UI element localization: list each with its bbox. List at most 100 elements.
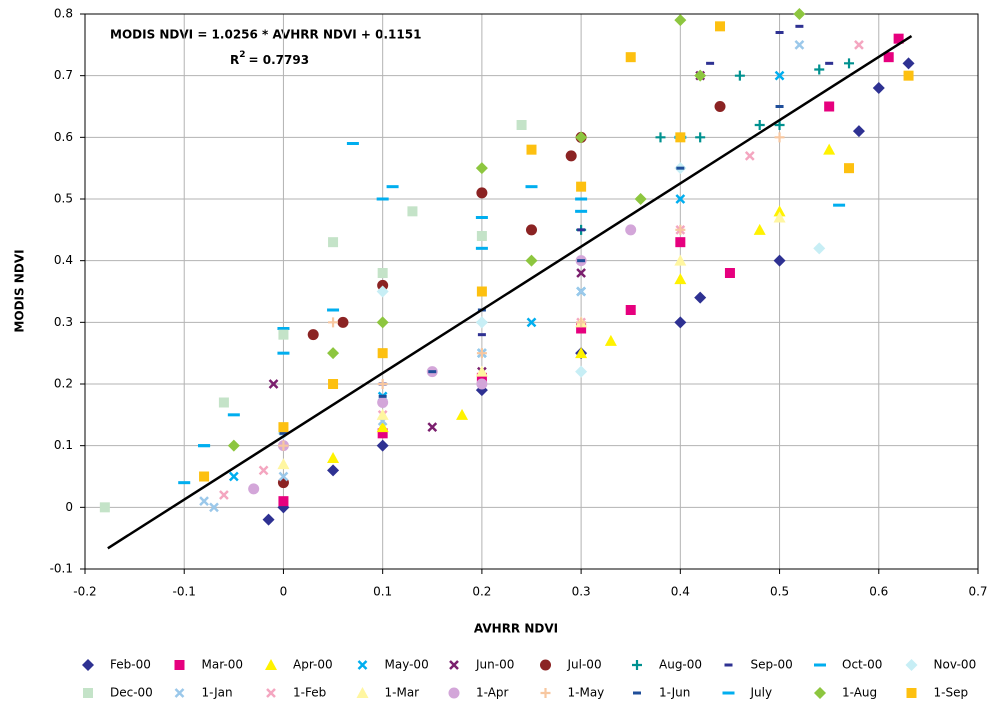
- legend-item: 1-Sep: [906, 686, 968, 700]
- point: [823, 143, 836, 155]
- legend-label: July: [750, 686, 773, 700]
- legend-label: 1-Jun: [659, 686, 690, 700]
- legend-label: Nov-00: [934, 658, 977, 672]
- point: [277, 351, 290, 355]
- point: [376, 316, 389, 329]
- legend-item: Nov-00: [905, 658, 977, 672]
- point: [376, 421, 389, 433]
- legend-item: Jul-00: [540, 658, 602, 672]
- legend-label: 1-Aug: [842, 686, 877, 700]
- y-tick-label: 0.7: [54, 68, 73, 82]
- legend-item: 1-Aug: [814, 686, 877, 700]
- r2-base: R: [230, 53, 239, 67]
- series: [277, 211, 786, 470]
- point: [248, 483, 260, 495]
- series: [278, 132, 785, 451]
- legend-marker: [357, 660, 368, 670]
- point: [577, 259, 586, 263]
- x-tick-label: 0.6: [869, 585, 888, 599]
- r2-rest: = 0.7793: [249, 53, 310, 67]
- point: [902, 57, 915, 70]
- point: [277, 327, 290, 330]
- point: [675, 224, 686, 235]
- point: [279, 431, 288, 435]
- point: [278, 422, 289, 433]
- y-tick-label: 0.1: [54, 438, 73, 452]
- legend-item: 1-Apr: [448, 686, 509, 700]
- legend-item: 1-May: [540, 686, 605, 700]
- y-axis-label: MODIS NDVI: [13, 249, 27, 332]
- point: [475, 365, 488, 377]
- point: [715, 21, 726, 32]
- y-tick-label: 0.2: [54, 377, 73, 391]
- legend-item: Mar-00: [174, 658, 243, 672]
- series: [262, 57, 915, 526]
- legend-item: Aug-00: [632, 658, 702, 672]
- point: [844, 58, 855, 69]
- r-squared: R2 = 0.7793: [230, 50, 309, 67]
- point: [775, 105, 784, 108]
- point: [576, 286, 586, 297]
- point: [377, 268, 388, 278]
- point: [377, 279, 389, 291]
- series: [277, 162, 826, 440]
- point: [674, 316, 687, 329]
- point: [377, 397, 389, 408]
- point: [376, 439, 389, 452]
- r2-sup: 2: [239, 50, 245, 60]
- x-tick-label: 0.5: [770, 585, 789, 599]
- equation: MODIS NDVI = 1.0256 * AVHRR NDVI + 0.115…: [110, 28, 421, 42]
- legend-item: 1-Jun: [633, 686, 690, 700]
- point: [844, 163, 855, 174]
- point: [795, 24, 804, 28]
- point: [714, 101, 726, 112]
- series: [219, 39, 864, 500]
- point: [674, 254, 687, 266]
- series: [227, 8, 806, 452]
- y-tick-label: -0.1: [50, 562, 73, 576]
- legend-marker: [540, 659, 551, 671]
- point: [327, 347, 340, 360]
- point: [219, 490, 229, 500]
- x-tick-label: -0.1: [173, 585, 196, 599]
- legend-label: Jun-00: [475, 658, 514, 672]
- point: [198, 444, 211, 448]
- x-tick-label: 0.7: [968, 585, 987, 599]
- point: [854, 39, 864, 50]
- legend-label: 1-May: [568, 686, 605, 700]
- point: [327, 452, 340, 463]
- point: [258, 465, 269, 476]
- series: [327, 143, 836, 463]
- x-tick-label: -0.2: [73, 585, 96, 599]
- point: [674, 14, 687, 27]
- point: [773, 205, 786, 217]
- point: [407, 206, 418, 217]
- point: [852, 125, 865, 138]
- legend-label: Jul-00: [567, 658, 602, 672]
- x-tick-label: 0.4: [671, 585, 690, 599]
- legend-item: Jun-00: [449, 658, 514, 672]
- point: [476, 286, 487, 297]
- point: [277, 458, 290, 470]
- point: [893, 33, 904, 44]
- legend-marker: [448, 687, 460, 699]
- series: [248, 224, 637, 495]
- point: [676, 166, 685, 170]
- point: [824, 101, 835, 112]
- x-axis-label: AVHRR NDVI: [474, 622, 558, 636]
- legend-marker: [814, 663, 826, 667]
- point: [199, 496, 209, 507]
- point: [475, 316, 488, 329]
- point: [227, 413, 240, 417]
- point: [576, 317, 587, 328]
- x-tick-label: 0.2: [472, 585, 491, 599]
- point: [327, 308, 340, 312]
- point: [575, 131, 588, 144]
- point: [774, 120, 785, 130]
- point: [724, 268, 735, 278]
- series: [178, 135, 846, 485]
- point: [218, 397, 229, 408]
- point: [337, 316, 349, 328]
- legend-marker: [174, 660, 185, 670]
- point: [576, 323, 587, 334]
